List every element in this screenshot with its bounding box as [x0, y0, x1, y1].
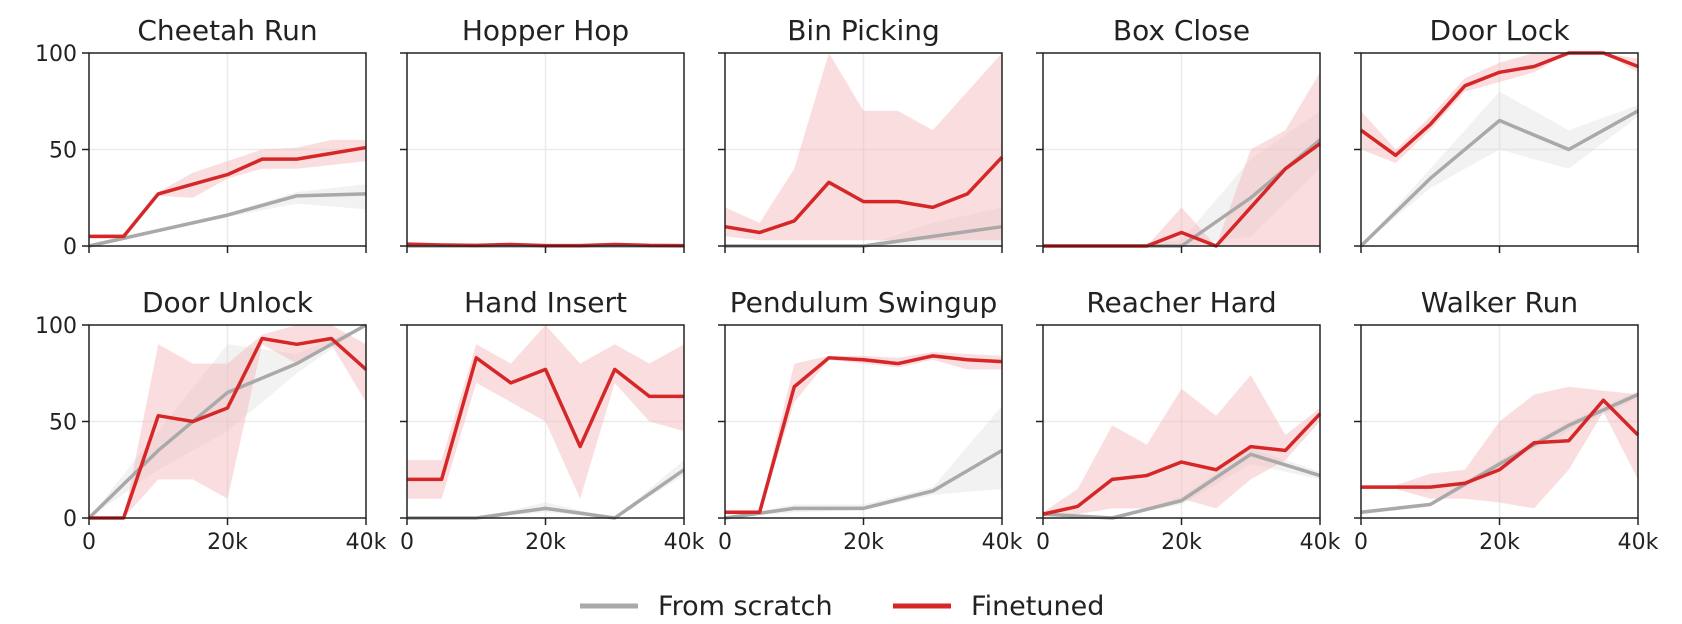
finetuned-line — [1042, 412, 1322, 516]
x-tick-label: 40k — [982, 530, 1023, 555]
finetuned-band — [1361, 386, 1638, 509]
y-tick-label: 100 — [35, 314, 77, 339]
subplot: Hopper Hop — [400, 14, 685, 253]
x-tick-label: 0 — [400, 530, 414, 555]
subplot-title: Door Lock — [1429, 14, 1570, 47]
x-tick-label: 20k — [843, 530, 884, 555]
finetuned-line — [89, 336, 368, 520]
scratch-band — [407, 460, 684, 518]
scratch-band — [1043, 448, 1320, 518]
finetuned-line — [725, 354, 1003, 514]
scratch-band — [89, 325, 366, 518]
y-tick-label: 50 — [49, 411, 77, 436]
subplot: 0 50 100 Cheetah Run — [35, 14, 367, 260]
subplot: 0 20k 40k Walker Run — [1354, 286, 1659, 555]
subplot-title: Door Unlock — [142, 286, 314, 319]
finetuned-line — [1361, 398, 1640, 489]
scratch-band — [1043, 110, 1320, 247]
x-tick-label: 20k — [207, 530, 248, 555]
x-tick-label: 0 — [718, 530, 732, 555]
y-tick-label: 0 — [63, 507, 77, 532]
subplot-title: Hopper Hop — [462, 14, 629, 47]
x-tick-label: 40k — [1300, 530, 1341, 555]
scratch-line — [724, 448, 1003, 520]
x-tick-label: 40k — [346, 530, 387, 555]
subplot: 0 20k 40k Hand Insert — [400, 286, 705, 555]
x-tick-label: 0 — [1354, 530, 1368, 555]
legend-label-finetuned: Finetuned — [971, 591, 1104, 622]
subplot: 0 20k 40k Reacher Hard — [1036, 286, 1341, 555]
subplot-title: Walker Run — [1421, 286, 1578, 319]
legend: From scratch Finetuned — [580, 591, 1104, 622]
legend-label-scratch: From scratch — [658, 591, 833, 622]
scratch-line — [88, 192, 367, 248]
scratch-line — [1359, 109, 1639, 248]
y-tick-label: 50 — [49, 139, 77, 164]
subplot: Door Lock — [1354, 14, 1639, 253]
x-tick-label: 0 — [1036, 530, 1050, 555]
subplot: Bin Picking — [718, 14, 1004, 253]
subplot: Box Close — [1036, 14, 1322, 253]
finetuned-band — [1043, 375, 1320, 517]
finetuned-band — [1043, 72, 1320, 246]
x-tick-label: 40k — [664, 530, 705, 555]
scratch-band — [1361, 390, 1638, 515]
subplot: 0 50 100 0 20k 40k Door Unlock — [35, 286, 387, 555]
subplot: 0 20k 40k Pendulum Swingup — [718, 286, 1023, 555]
finetuned-band — [89, 325, 366, 518]
subplot-title: Reacher Hard — [1086, 286, 1276, 319]
x-tick-label: 20k — [525, 530, 566, 555]
x-tick-label: 20k — [1161, 530, 1202, 555]
subplot-title: Box Close — [1113, 14, 1250, 47]
scratch-band — [1361, 91, 1638, 246]
subplot-title: Cheetah Run — [137, 14, 317, 47]
finetuned-band — [725, 53, 1002, 241]
scratch-line — [87, 323, 367, 520]
finetuned-line — [407, 356, 684, 482]
finetuned-band — [89, 139, 366, 239]
subplot-title: Bin Picking — [787, 14, 940, 47]
scratch-line — [1042, 452, 1321, 520]
subplot-title: Pendulum Swingup — [730, 286, 998, 319]
y-tick-label: 100 — [35, 42, 77, 67]
y-tick-label: 0 — [63, 235, 77, 260]
x-tick-label: 0 — [82, 530, 96, 555]
subplot-title: Hand Insert — [464, 286, 627, 319]
finetuned-line — [724, 156, 1004, 235]
finetuned-line — [89, 145, 367, 239]
x-tick-label: 20k — [1479, 530, 1520, 555]
x-tick-label: 40k — [1618, 530, 1659, 555]
